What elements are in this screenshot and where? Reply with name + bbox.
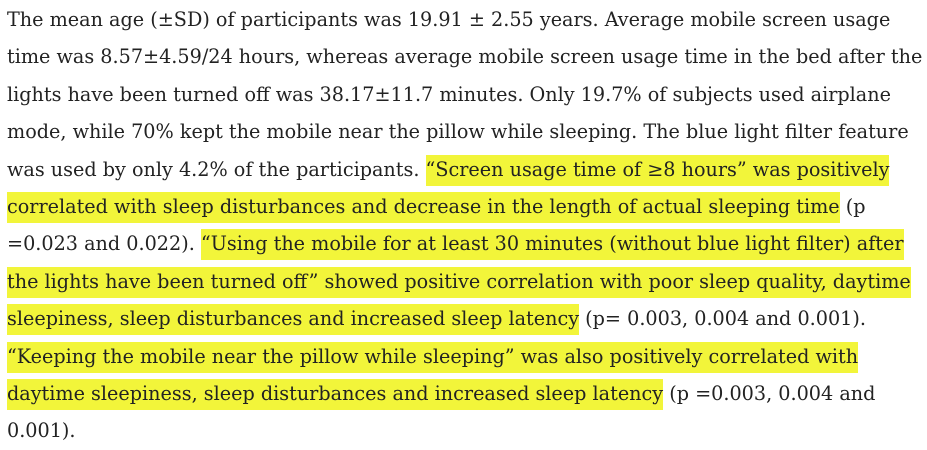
text-line: mode, while 70% kept the mobile near the…	[7, 113, 909, 150]
highlighted-text: daytime sleepiness, sleep disturbances a…	[7, 379, 664, 410]
text-line: time was 8.57±4.59/24 hours, whereas ave…	[7, 38, 922, 75]
body-text: 0.001).	[7, 419, 76, 443]
highlighted-text: “Using the mobile for at least 30 minute…	[200, 229, 904, 261]
text-line: “Keeping the mobile near the pillow whil…	[7, 338, 859, 375]
highlighted-text: the lights have been turned off” showed …	[7, 266, 911, 298]
body-text: The mean age (±SD) of participants was 1…	[7, 8, 891, 31]
body-text: lights have been turned off was 38.17±11…	[7, 82, 891, 106]
body-text: (p	[839, 195, 866, 218]
text-line: 0.001).	[7, 412, 76, 449]
body-text: time was 8.57±4.59/24 hours, whereas ave…	[7, 45, 923, 69]
text-line: the lights have been turned off” showed …	[7, 263, 911, 300]
highlighted-text: correlated with sleep disturbances and d…	[7, 192, 840, 223]
text-line: The mean age (±SD) of participants was 1…	[7, 1, 890, 38]
body-text: =0.023 and 0.022).	[7, 232, 201, 256]
highlighted-text: “Screen usage time of ≥8 hours” was posi…	[425, 154, 890, 186]
body-text: (p =0.003, 0.004 and	[663, 382, 876, 405]
body-text: (p= 0.003, 0.004 and 0.001).	[579, 307, 866, 331]
text-line: =0.023 and 0.022). “Using the mobile for…	[7, 225, 904, 262]
text-line: correlated with sleep disturbances and d…	[7, 188, 866, 225]
text-line: daytime sleepiness, sleep disturbances a…	[7, 375, 875, 412]
text-line: was used by only 4.2% of the participant…	[7, 151, 890, 188]
highlighted-text: sleepiness, sleep disturbances and incre…	[7, 304, 580, 336]
text-line: lights have been turned off was 38.17±11…	[7, 76, 891, 113]
highlighted-text: “Keeping the mobile near the pillow whil…	[7, 341, 859, 373]
text-line: sleepiness, sleep disturbances and incre…	[7, 300, 866, 337]
body-text: mode, while 70% kept the mobile near the…	[7, 120, 909, 144]
body-text: was used by only 4.2% of the participant…	[7, 157, 426, 181]
